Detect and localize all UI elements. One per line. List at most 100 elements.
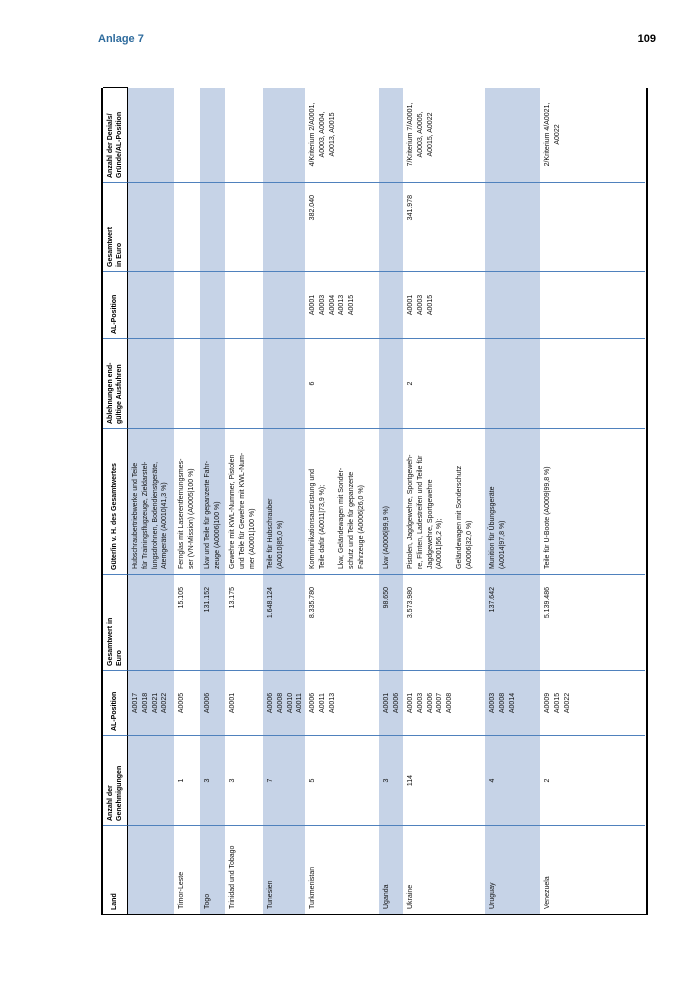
- cell-al-position: A0001 A0006: [379, 671, 403, 736]
- cell-ablehnungen: 6: [305, 339, 379, 429]
- cell-anzahl-genehmigungen: 3: [225, 736, 263, 826]
- cell-land: Turkmenistan: [309, 866, 316, 909]
- cell-denials: [200, 87, 225, 183]
- cell-anzahl-genehmigungen: 7: [263, 736, 305, 826]
- cell-al-position-denials: A0001 A0003 A0004 A0013 A0015: [305, 272, 379, 339]
- cell-land: Uruguay: [489, 882, 496, 909]
- cell-al-position-denials: [540, 272, 645, 339]
- cell-land: Ukraine: [407, 884, 414, 909]
- cell-anzahl-genehmigungen: 114: [403, 736, 485, 826]
- col-header-land: Land: [103, 826, 128, 914]
- table-row: Timor-Leste 1 A0005 15.105 Fernglas mit …: [174, 87, 200, 914]
- cell-ablehnungen: [540, 339, 645, 429]
- cell-land: Trinidad und Tobago: [229, 845, 236, 909]
- cell-gueter: Pistolen, Jagdgewehre, Sportgeweh- re, F…: [403, 429, 485, 575]
- cell-al-position-denials: [200, 272, 225, 339]
- cell-gesamtwert-denials: 341.978: [403, 183, 485, 272]
- table-row: Ukraine 114 A0001 A0003 A0006 A0007 A000…: [403, 87, 485, 914]
- cell-land: Togo: [204, 893, 211, 909]
- cell-gueter: Teile für U-Boote (A0009|99,8 %): [540, 429, 645, 575]
- col-header-ablehnungen: Ablehnungen end- gültige Ausfuhren: [103, 339, 128, 429]
- table-row: Togo 3 A0006 131.152 Lkw und Teile für g…: [200, 87, 225, 914]
- cell-al-position: A0003 A0008 A0014: [485, 671, 540, 736]
- table-row: Tunesien 7 A0006 A0008 A0010 A0011 1.648…: [263, 87, 305, 914]
- cell-ablehnungen: [174, 339, 200, 429]
- cell-gesamtwert: 1.648.124: [263, 575, 305, 671]
- cell-anzahl-genehmigungen: 2: [540, 736, 645, 826]
- cell-gesamtwert: 3.573.980: [403, 575, 485, 671]
- cell-gesamtwert: 8.335.780: [305, 575, 379, 671]
- col-header-anzahl: Anzahl der Genehmigungen: [103, 736, 128, 826]
- col-header-denials: Anzahl der Denials/ Gründe/AL-Position: [103, 87, 128, 183]
- cell-denials: [128, 87, 174, 183]
- cell-al-position-denials: [174, 272, 200, 339]
- table-row: Turkmenistan 5 A0006 A0011 A0013 8.335.7…: [305, 87, 379, 914]
- table-body: A0017 A0018 A0021 A0022 Hubschraubertrie…: [128, 87, 645, 914]
- table-row: A0017 A0018 A0021 A0022 Hubschraubertrie…: [128, 87, 174, 914]
- cell-gueter: Gewehre mit KWL-Nummer, Pistolen und Tei…: [225, 429, 263, 575]
- cell-gesamtwert-denials: [540, 183, 645, 272]
- cell-anzahl-genehmigungen: 4: [485, 736, 540, 826]
- cell-land: Uganda: [383, 884, 390, 909]
- annex-label: Anlage 7: [98, 33, 144, 45]
- cell-gueter: Kommunikationsausrüstung und Teile dafür…: [305, 429, 379, 575]
- cell-land: [128, 826, 174, 914]
- cell-land: Timor-Leste: [178, 871, 185, 909]
- cell-al-position-denials: [128, 272, 174, 339]
- cell-gesamtwert: 5.139.486: [540, 575, 645, 671]
- cell-ablehnungen: [128, 339, 174, 429]
- cell-gueter: Lkw und Teile für gepanzerte Fahr- zeuge…: [200, 429, 225, 575]
- cell-ablehnungen: 2: [403, 339, 485, 429]
- cell-al-position: A0017 A0018 A0021 A0022: [128, 671, 174, 736]
- table-header-row: Land Anzahl der Genehmigungen AL-Positio…: [103, 87, 128, 914]
- cell-al-position: A0006 A0011 A0013: [305, 671, 379, 736]
- cell-gueter: Fernglas mit Laserentfernungsmes- ser (V…: [174, 429, 200, 575]
- cell-ablehnungen: [485, 339, 540, 429]
- cell-gesamtwert: 137.642: [485, 575, 540, 671]
- cell-ablehnungen: [263, 339, 305, 429]
- cell-al-position: A0009 A0015 A0022: [540, 671, 645, 736]
- cell-al-position-denials: A0001 A0003 A0015: [403, 272, 485, 339]
- page-number: 109: [637, 33, 656, 45]
- cell-denials: [225, 87, 263, 183]
- col-header-al-position-denials: AL-Position: [103, 272, 128, 339]
- cell-gueter: Munition für Übungsgeräte (A0014|97,8 %): [485, 429, 540, 575]
- cell-ablehnungen: [379, 339, 403, 429]
- cell-gesamtwert: 98.650: [379, 575, 403, 671]
- cell-denials: [485, 87, 540, 183]
- table-row: Trinidad und Tobago 3 A0001 13.175 Geweh…: [225, 87, 263, 914]
- cell-anzahl-genehmigungen: 3: [200, 736, 225, 826]
- cell-gueter: Teile für Hubschrauber (A0010|85,0 %): [263, 429, 305, 575]
- cell-gesamtwert: 131.152: [200, 575, 225, 671]
- cell-gesamtwert-denials: [200, 183, 225, 272]
- rotated-table-container: Land Anzahl der Genehmigungen AL-Positio…: [101, 87, 648, 915]
- cell-gesamtwert-denials: [263, 183, 305, 272]
- cell-gueter: Hubschraubertriebwerke und Teile für Tra…: [128, 429, 174, 575]
- cell-gesamtwert: 15.105: [174, 575, 200, 671]
- cell-denials: 4/Kriterium 2/A0001, A0003, A0004, A0013…: [305, 87, 379, 183]
- cell-denials: 2/Kriterium 4/A0021, A0022: [540, 87, 645, 183]
- cell-gesamtwert-denials: [174, 183, 200, 272]
- cell-anzahl-genehmigungen: 3: [379, 736, 403, 826]
- cell-al-position: A0005: [174, 671, 200, 736]
- cell-al-position-denials: [485, 272, 540, 339]
- col-header-al-position: AL-Position: [103, 671, 128, 736]
- cell-gesamtwert-denials: [225, 183, 263, 272]
- cell-al-position: A0006: [200, 671, 225, 736]
- export-license-table: Land Anzahl der Genehmigungen AL-Positio…: [101, 87, 648, 915]
- cell-al-position-denials: [379, 272, 403, 339]
- table-row: Uganda 3 A0001 A0006 98.650 Lkw (A0006|9…: [379, 87, 403, 914]
- cell-gesamtwert: 13.175: [225, 575, 263, 671]
- cell-al-position: A0001: [225, 671, 263, 736]
- cell-land: Tunesien: [267, 880, 274, 909]
- col-header-gueter: Güter/in v. H. des Gesamtwertes: [103, 429, 128, 575]
- cell-gesamtwert-denials: [128, 183, 174, 272]
- table-row: Venezuela 2 A0009 A0015 A0022 5.139.486 …: [540, 87, 645, 914]
- cell-ablehnungen: [200, 339, 225, 429]
- cell-al-position: A0001 A0003 A0006 A0007 A0008: [403, 671, 485, 736]
- cell-gesamtwert-denials: [379, 183, 403, 272]
- cell-al-position: A0006 A0008 A0010 A0011: [263, 671, 305, 736]
- cell-anzahl-genehmigungen: 5: [305, 736, 379, 826]
- cell-land: Venezuela: [544, 876, 551, 909]
- cell-denials: [263, 87, 305, 183]
